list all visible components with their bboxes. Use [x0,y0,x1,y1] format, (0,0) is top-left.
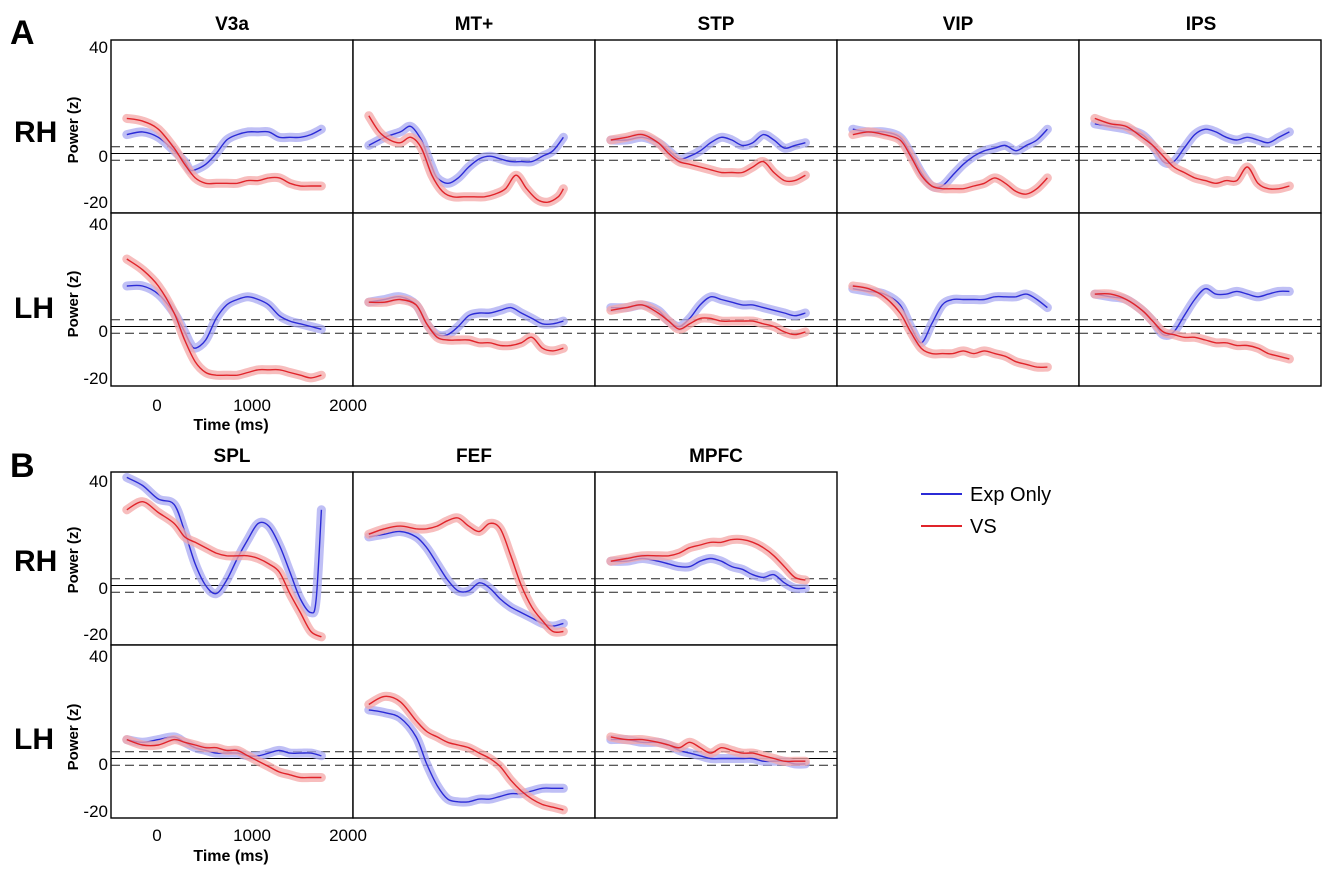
y-axis-label: Power (z) [65,271,82,338]
x-axis-label: Time (ms) [193,417,268,434]
series-line-vs [852,285,1048,368]
plot-panel-spl-rh [110,471,354,646]
plot-panel-mt-rh [352,39,596,214]
y-tick-label: 40 [89,647,108,666]
col-title-ips: IPS [1186,14,1217,35]
plot-panel-mpfc-rh [594,471,838,646]
panel-frame [594,39,838,214]
y-tick-label: -20 [83,802,108,821]
y-axis-label: Power (z) [65,527,82,594]
panel-letter-a: A [10,14,35,52]
col-title-fef: FEF [456,446,492,467]
x-tick-label: 1000 [233,396,271,415]
series-line-vs [368,298,564,352]
y-tick-label: 40 [89,38,108,57]
y-tick-label: 0 [99,579,108,598]
plot-panel-v3a-lh [110,212,354,387]
series-line-vs [126,501,322,638]
legend: Exp Only VS [921,484,1051,538]
plot-panel-mt-lh [352,212,596,387]
series-line-vs [126,258,322,379]
hemisphere-label-lh-a: LH [14,292,54,325]
series-line-vs [368,115,565,203]
plot-panel-ips-lh [1078,212,1322,387]
panel-frame [352,39,596,214]
y-axis-label: Power (z) [65,97,82,164]
plot-panel-vip-lh [836,212,1080,387]
series-line-vs [126,117,322,187]
plot-panel-stp-lh [594,212,838,387]
x-tick-label: 2000 [329,826,367,845]
hemisphere-label-lh-b: LH [14,723,54,756]
x-tick-label: 2000 [329,396,367,415]
series-line-exp-only [368,530,564,627]
hemisphere-label-rh-b: RH [14,545,57,578]
y-tick-label: -20 [83,369,108,388]
series-line-vs [368,517,564,633]
plot-panel-fef-rh [352,471,596,646]
col-title-spl: SPL [214,446,251,467]
col-title-mt: MT+ [455,14,494,35]
series-line-exp-only [610,557,806,590]
plot-panel-mpfc-lh [594,644,838,819]
plot-panels [110,39,1322,819]
y-tick-label: 0 [99,147,108,166]
panel-frame [594,212,838,387]
series-line-vs [610,133,806,183]
plot-panel-v3a-rh [110,39,354,214]
series-line-vs [368,695,564,811]
panel-frame [352,471,596,646]
x-tick-label: 1000 [233,826,271,845]
plot-panel-stp-rh [594,39,838,214]
col-title-v3a: V3a [215,14,249,35]
series-line-vs [1094,117,1290,190]
y-tick-label: 0 [99,322,108,341]
col-title-vip: VIP [943,14,974,35]
panel-letter-b: B [10,447,35,485]
x-tick-label: 0 [152,396,161,415]
y-tick-label: 40 [89,215,108,234]
plot-panel-spl-lh [110,644,354,819]
col-title-stp: STP [698,14,735,35]
x-tick-label: 0 [152,826,161,845]
series-line-exp-only [368,125,564,184]
y-tick-label: -20 [83,625,108,644]
series-line-vs [852,131,1048,195]
panel-frame [594,644,838,819]
hemisphere-label-rh-a: RH [14,116,57,149]
y-tick-label: 40 [89,472,108,491]
y-axis-label: Power (z) [65,704,82,771]
y-tick-label: -20 [83,193,108,212]
series-line-vs [610,736,806,763]
series-line-vs [126,738,322,779]
y-tick-label: 0 [99,755,108,774]
x-axis-label: Time (ms) [193,848,268,865]
series-line-exp-only [852,288,1048,344]
series-line-vs [1094,293,1290,360]
legend-label-vs: VS [970,516,997,538]
series-line-vs [610,538,806,581]
legend-label-exp-only: Exp Only [970,484,1051,506]
plot-panel-vip-rh [836,39,1080,214]
plot-panel-ips-rh [1078,39,1322,214]
plot-panel-fef-lh [352,644,596,819]
panel-frame [110,644,354,819]
series-line-exp-only [368,709,564,803]
series-line-vs [610,304,806,336]
col-title-mpfc: MPFC [689,446,743,467]
